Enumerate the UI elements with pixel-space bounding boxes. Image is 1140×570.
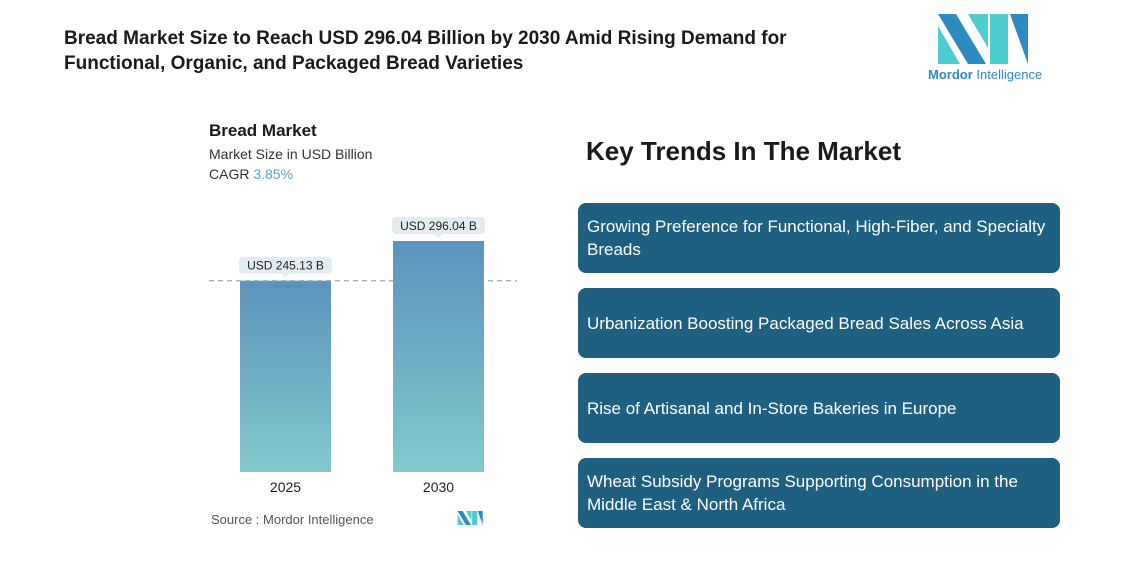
chart-title: Bread Market bbox=[209, 121, 317, 140]
data-label-bg bbox=[392, 217, 485, 234]
cagr-value: 3.85% bbox=[253, 166, 294, 182]
mordor-logo bbox=[938, 14, 1028, 64]
logo-text: Mordor Intelligence bbox=[928, 67, 1043, 82]
bar-2030 bbox=[393, 241, 484, 472]
data-label-bg bbox=[239, 256, 332, 274]
x-tick-label: 2030 bbox=[423, 479, 454, 495]
data-label: USD 296.04 B bbox=[400, 219, 477, 233]
key-trends-heading: Key Trends In The Market bbox=[586, 136, 901, 166]
data-label: USD 245.13 B bbox=[247, 259, 324, 273]
cagr: CAGR 3.85% bbox=[209, 166, 294, 182]
chart-subtitle: Market Size in USD Billion bbox=[209, 146, 373, 162]
page-title: Bread Market Size to Reach USD 296.04 Bi… bbox=[64, 28, 787, 74]
x-tick-label: 2025 bbox=[270, 479, 301, 495]
bar-2025 bbox=[240, 280, 331, 472]
source-text: Source : Mordor Intelligence bbox=[211, 512, 374, 527]
source-logo-icon bbox=[457, 511, 483, 525]
trend-item: Urbanization Boosting Packaged Bread Sal… bbox=[578, 288, 1060, 358]
trend-item: Growing Preference for Functional, High-… bbox=[578, 203, 1060, 273]
trend-item: Rise of Artisanal and In-Store Bakeries … bbox=[578, 373, 1060, 443]
trend-item: Wheat Subsidy Programs Supporting Consum… bbox=[578, 458, 1060, 528]
